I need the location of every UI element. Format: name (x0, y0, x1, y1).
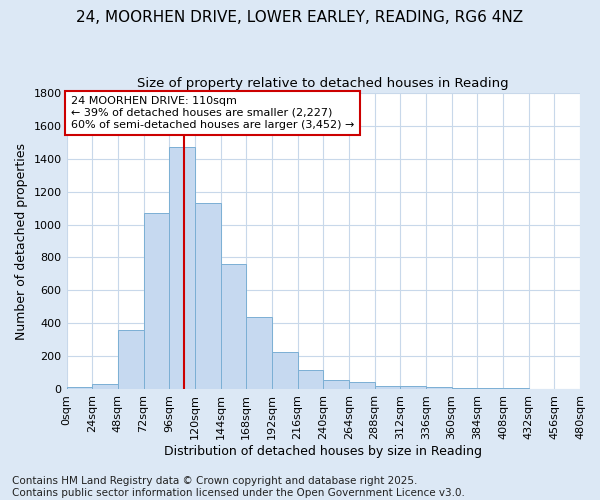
Bar (272, 352, 298, 389)
Bar (221, 264, 246, 389)
Bar (118, 330, 143, 389)
Text: 24 MOORHEN DRIVE: 110sqm
← 39% of detached houses are smaller (2,227)
60% of sem: 24 MOORHEN DRIVE: 110sqm ← 39% of detach… (71, 96, 354, 130)
Bar (169, 148, 195, 389)
Bar (400, 386, 426, 389)
Text: 24, MOORHEN DRIVE, LOWER EARLEY, READING, RG6 4NZ: 24, MOORHEN DRIVE, LOWER EARLEY, READING… (76, 10, 524, 25)
Bar (143, 213, 169, 389)
Bar (478, 388, 503, 389)
Y-axis label: Number of detached properties: Number of detached properties (15, 142, 28, 340)
Bar (452, 388, 478, 389)
Bar (426, 388, 452, 389)
Bar (246, 316, 272, 389)
Text: Contains HM Land Registry data © Crown copyright and database right 2025.
Contai: Contains HM Land Registry data © Crown c… (12, 476, 465, 498)
Bar (374, 386, 400, 389)
X-axis label: Distribution of detached houses by size in Reading: Distribution of detached houses by size … (164, 444, 482, 458)
Bar (67, 388, 92, 389)
Bar (349, 382, 374, 389)
Bar (323, 380, 349, 389)
Bar (195, 203, 221, 389)
Bar (298, 370, 323, 389)
Bar (92, 384, 118, 389)
Title: Size of property relative to detached houses in Reading: Size of property relative to detached ho… (137, 78, 509, 90)
